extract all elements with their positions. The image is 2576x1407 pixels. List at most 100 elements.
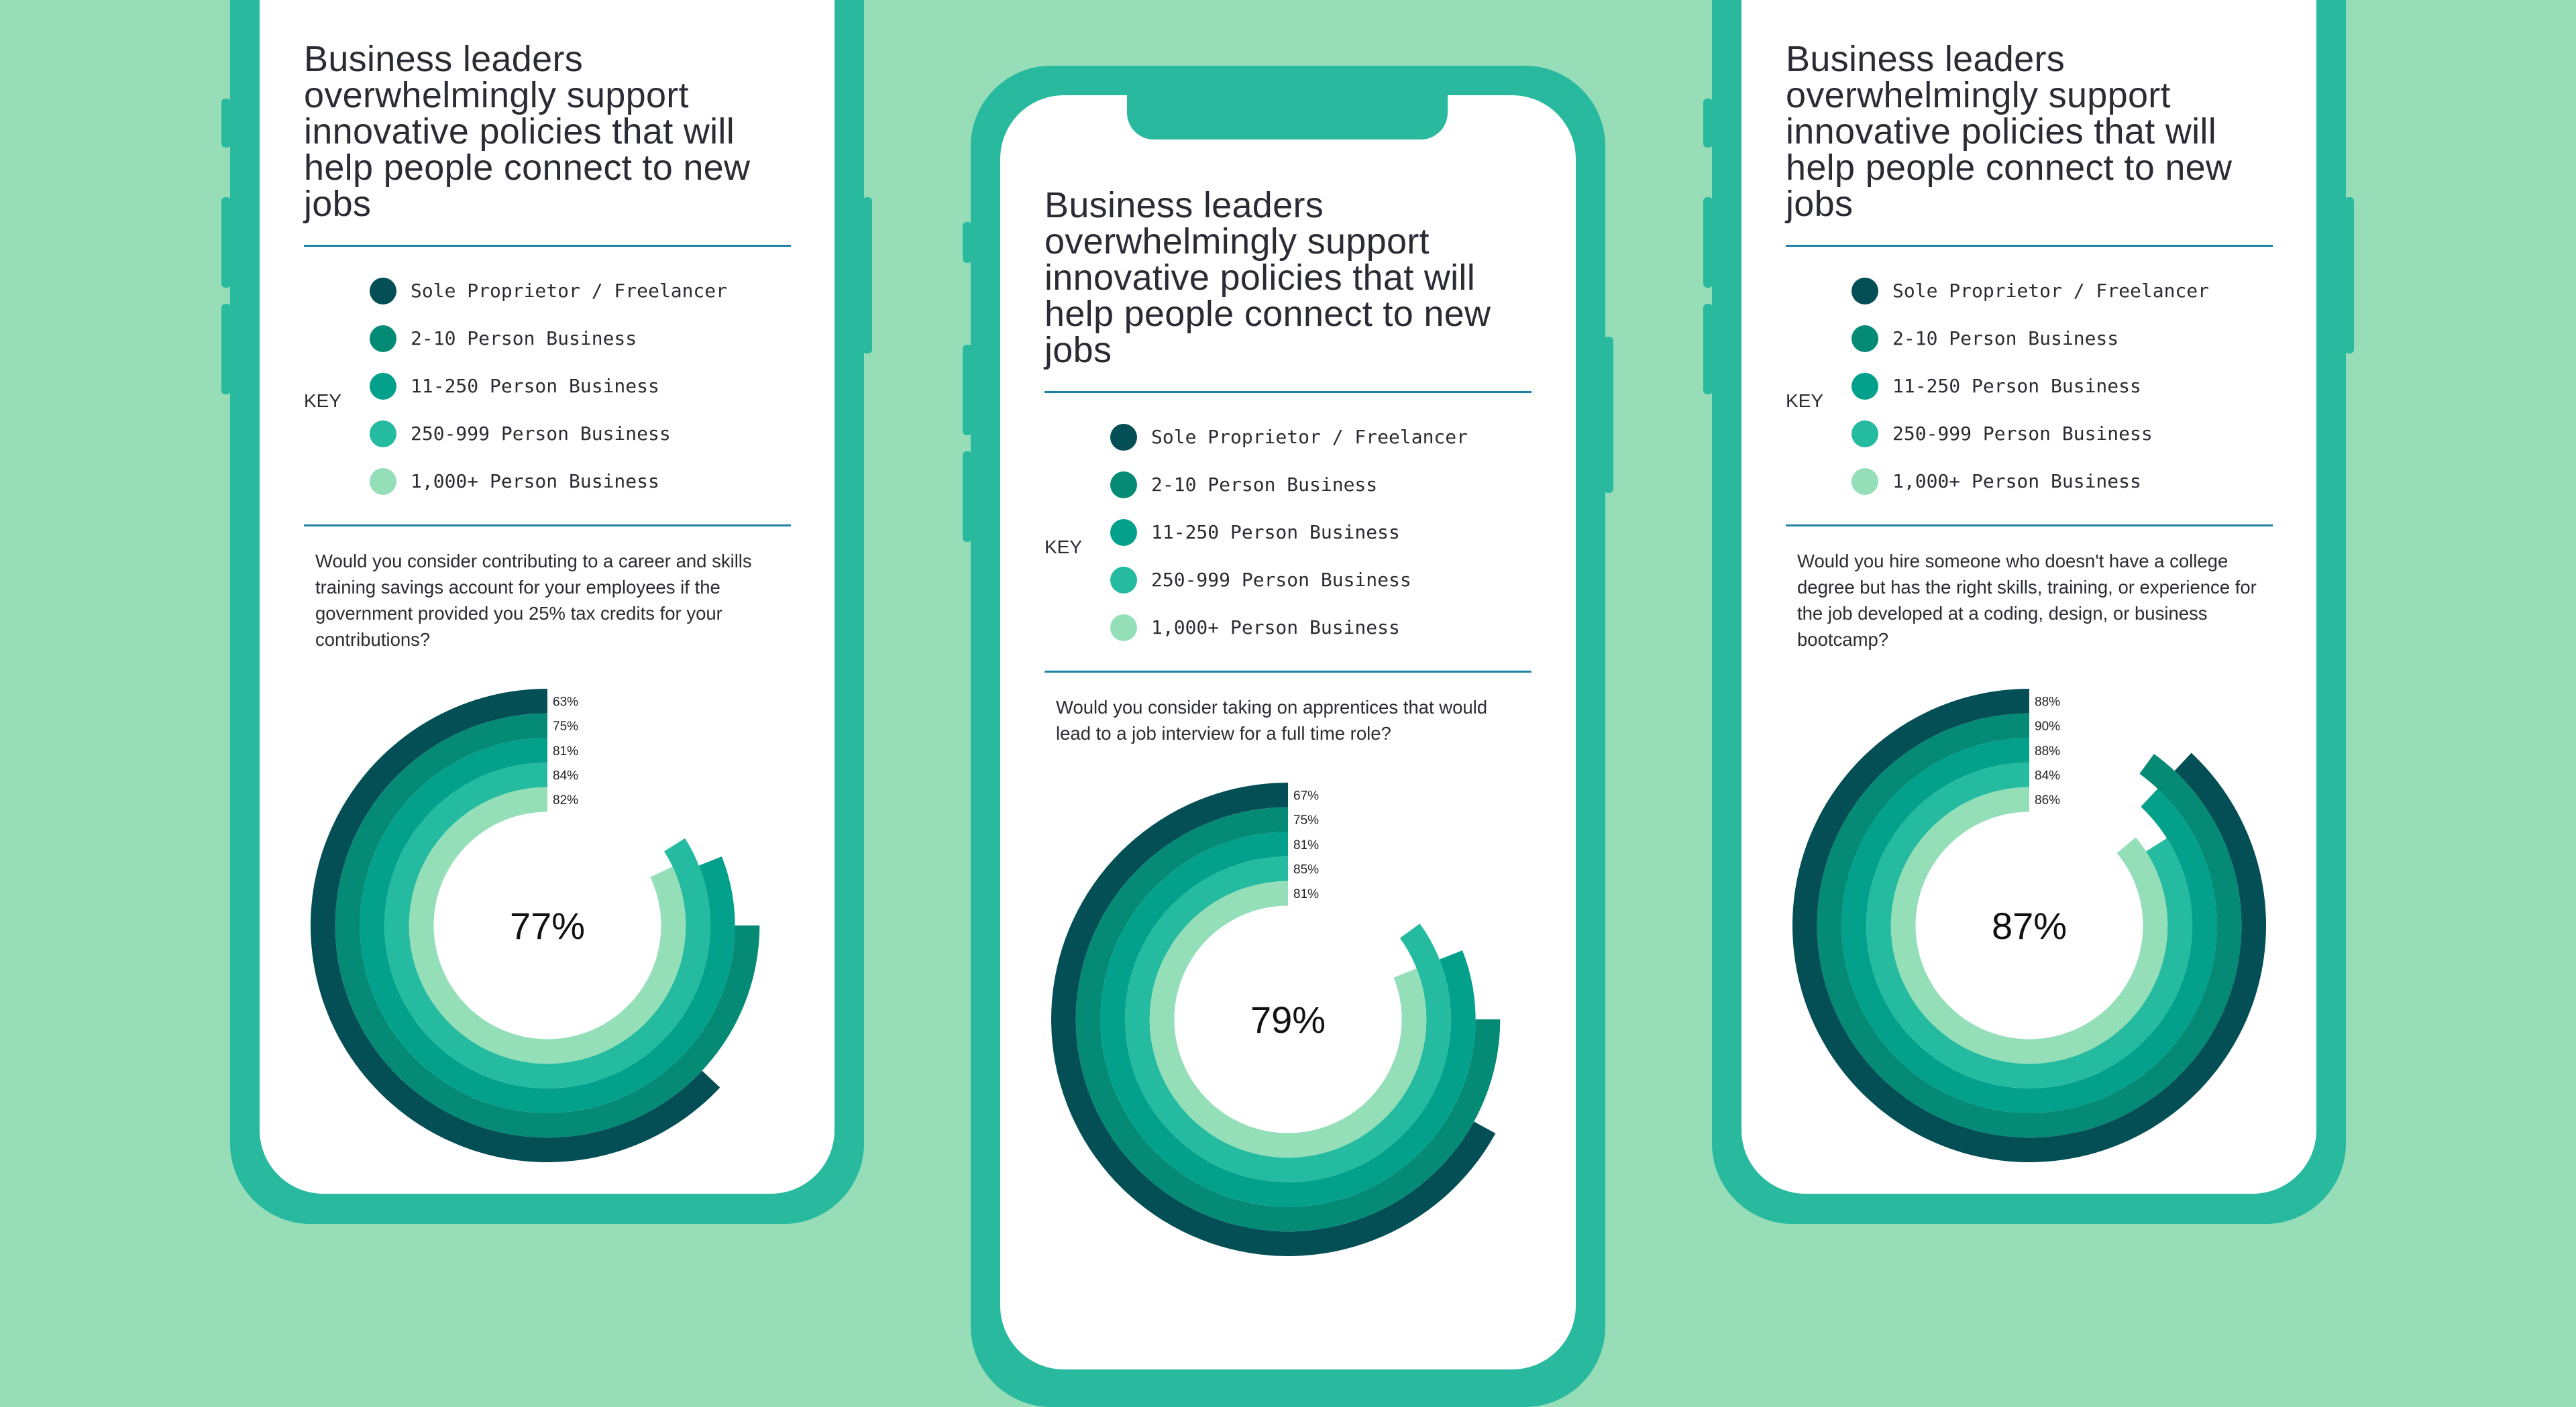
infographic-title: Business leaders overwhelmingly support … xyxy=(304,41,790,222)
radial-bar-chart: 67% 75% 81% 85% 81% 79% xyxy=(1044,778,1554,1261)
title-line: overwhelmingly support xyxy=(1786,75,2171,115)
legend-label: 1,000+ Person Business xyxy=(1892,470,2141,492)
legend-item: 1,000+ Person Business xyxy=(304,457,790,505)
legend-dot-icon xyxy=(1851,467,1878,495)
segment-value-label: 81% xyxy=(553,744,578,758)
divider xyxy=(304,245,791,247)
segment-value-label: 75% xyxy=(553,720,578,734)
segment-value-label: 85% xyxy=(1293,862,1319,877)
radial-bar-svg: 67% 75% 81% 85% 81% 79% xyxy=(1051,783,1501,1256)
legend-item: 1,000+ Person Business xyxy=(1044,604,1532,651)
legend-label: 2-10 Person Business xyxy=(1151,473,1378,496)
segment-value-label: 88% xyxy=(2035,695,2060,709)
legend-item: 2-10 Person Business xyxy=(1786,315,2272,362)
legend-item: 2-10 Person Business xyxy=(304,315,790,362)
phone-side-button xyxy=(221,197,231,288)
infographic-title: Business leaders overwhelmingly support … xyxy=(1044,187,1532,368)
segment-value-label: 81% xyxy=(1293,887,1319,901)
legend-dot-icon xyxy=(1110,614,1137,641)
divider xyxy=(1044,391,1532,393)
legend-dot-icon xyxy=(370,420,396,447)
radial-bar-chart: 88% 90% 88% 84% 86% 87% xyxy=(1786,684,2296,1167)
phone-notch xyxy=(1127,95,1448,139)
legend-item: Sole Proprietor / Freelancer xyxy=(1786,267,2272,315)
legend-item: Sole Proprietor / Freelancer xyxy=(304,267,790,315)
phone-screen: Business leaders overwhelmingly support … xyxy=(260,0,835,1194)
title-line: overwhelmingly support xyxy=(304,75,689,115)
segment-value-label: 81% xyxy=(1293,838,1319,852)
divider xyxy=(304,524,791,526)
phone-side-button xyxy=(963,222,972,263)
legend-label: 11-250 Person Business xyxy=(1892,375,2141,397)
legend-key-label: KEY xyxy=(1786,390,1824,411)
survey-question: Would you consider contributing to a car… xyxy=(315,551,752,650)
legend-dot-icon xyxy=(1851,372,1878,400)
survey-question: Would you hire someone who doesn't have … xyxy=(1797,551,2257,650)
legend: KEY Sole Proprietor / Freelancer 2-10 Pe… xyxy=(1786,247,2272,505)
phone-side-button xyxy=(1604,337,1613,493)
legend-dot-icon xyxy=(370,372,396,400)
legend-label: 250-999 Person Business xyxy=(411,423,671,445)
legend-dot-icon xyxy=(370,467,396,495)
phone-side-button xyxy=(1703,304,1713,394)
phone-side-button xyxy=(963,345,972,435)
legend-dot-icon xyxy=(1851,420,1878,447)
legend-label: 11-250 Person Business xyxy=(411,375,659,397)
overall-percentage: 79% xyxy=(1250,999,1326,1041)
phone-screen: Business leaders overwhelmingly support … xyxy=(1000,95,1576,1369)
segment-value-label: 75% xyxy=(1293,813,1319,828)
phone-side-button xyxy=(1703,99,1713,148)
legend-item: 250-999 Person Business xyxy=(1786,410,2272,457)
legend-dot-icon xyxy=(1110,423,1137,451)
legend: KEY Sole Proprietor / Freelancer 2-10 Pe… xyxy=(304,247,790,505)
legend-item: Sole Proprietor / Freelancer xyxy=(1044,413,1532,461)
phone-side-button xyxy=(1703,197,1713,288)
divider xyxy=(1786,524,2273,526)
legend-label: 250-999 Person Business xyxy=(1892,423,2153,445)
legend-dot-icon xyxy=(1110,471,1137,498)
divider xyxy=(1786,245,2273,247)
title-line: innovative policies that will xyxy=(1044,258,1476,298)
legend-item: 250-999 Person Business xyxy=(304,410,790,457)
legend-dot-icon xyxy=(1851,325,1878,352)
segment-value-label: 88% xyxy=(2035,744,2060,758)
title-line: innovative policies that will xyxy=(1786,111,2217,152)
title-line: Business leaders xyxy=(1044,185,1324,225)
title-line: overwhelmingly support xyxy=(1044,221,1430,262)
title-line: help people connect to new xyxy=(1786,148,2233,188)
phone-side-button xyxy=(2345,197,2354,353)
title-line: innovative policies that will xyxy=(304,111,735,152)
legend-label: 250-999 Person Business xyxy=(1151,569,1411,591)
legend: KEY Sole Proprietor / Freelancer 2-10 Pe… xyxy=(1044,393,1532,651)
title-line: jobs xyxy=(1044,330,1112,370)
legend-label: Sole Proprietor / Freelancer xyxy=(1151,426,1468,448)
legend-dot-icon xyxy=(370,277,396,304)
legend-label: 1,000+ Person Business xyxy=(411,470,659,492)
divider xyxy=(1044,671,1532,673)
phone-side-button xyxy=(221,99,231,148)
legend-label: 11-250 Person Business xyxy=(1151,521,1400,543)
segment-value-label: 67% xyxy=(1293,789,1319,803)
title-line: jobs xyxy=(1786,184,1854,224)
infographic-title: Business leaders overwhelmingly support … xyxy=(1786,41,2272,222)
segment-value-label: 82% xyxy=(553,793,578,807)
title-line: Business leaders xyxy=(304,39,584,79)
segment-value-label: 90% xyxy=(2035,720,2060,734)
segment-value-label: 84% xyxy=(2035,769,2060,783)
legend-item: 2-10 Person Business xyxy=(1044,461,1532,508)
title-line: help people connect to new xyxy=(1044,294,1491,334)
legend-key-label: KEY xyxy=(1044,537,1083,557)
legend-label: 2-10 Person Business xyxy=(1892,327,2119,349)
phone-side-button xyxy=(863,197,872,353)
legend-dot-icon xyxy=(370,325,396,352)
survey-question: Would you consider taking on apprentices… xyxy=(1056,697,1488,744)
legend-item: 11-250 Person Business xyxy=(1044,508,1532,556)
legend-label: Sole Proprietor / Freelancer xyxy=(411,280,728,302)
legend-item: 11-250 Person Business xyxy=(1786,362,2272,410)
title-line: help people connect to new xyxy=(304,148,751,188)
legend-item: 250-999 Person Business xyxy=(1044,556,1532,604)
legend-label: 2-10 Person Business xyxy=(411,327,637,349)
overall-percentage: 87% xyxy=(1992,905,2067,947)
segment-value-label: 84% xyxy=(553,769,578,783)
phone-side-button xyxy=(963,451,972,542)
